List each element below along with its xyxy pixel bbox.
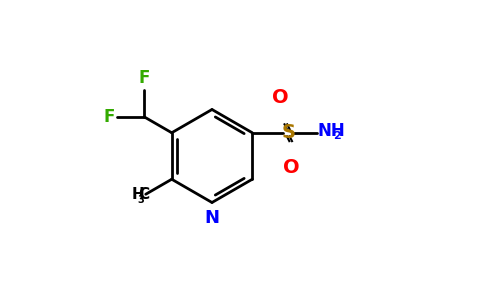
Text: N: N (205, 209, 220, 227)
Text: F: F (139, 69, 150, 87)
Text: 2: 2 (333, 131, 341, 141)
Text: F: F (103, 108, 114, 126)
Text: 3: 3 (137, 195, 144, 205)
Text: O: O (272, 88, 289, 107)
Text: O: O (283, 158, 300, 177)
Text: H: H (132, 187, 144, 202)
Text: C: C (138, 187, 150, 202)
Text: NH: NH (318, 122, 345, 140)
Text: S: S (281, 123, 295, 142)
